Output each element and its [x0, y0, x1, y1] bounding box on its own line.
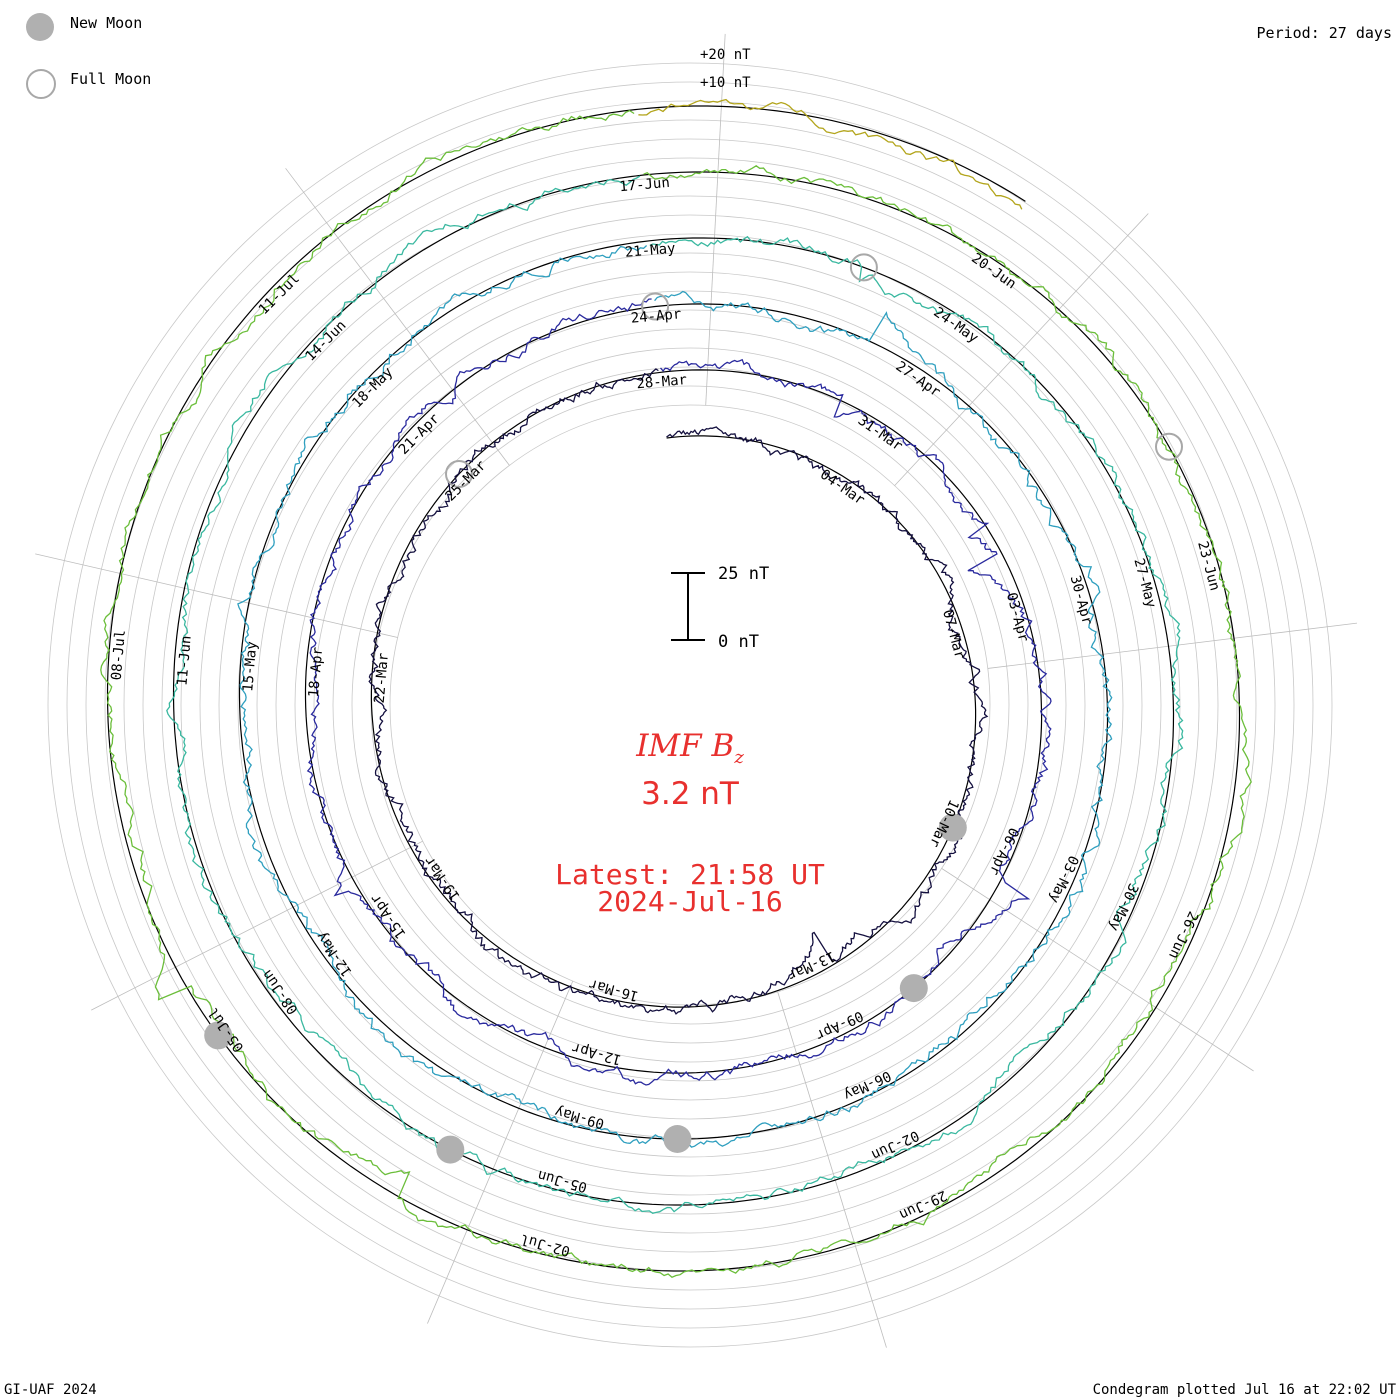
grid-ring	[161, 176, 1219, 1234]
grid-ring	[237, 252, 1143, 1158]
latest-time: Latest: 21:58 UT	[555, 858, 825, 891]
zero-baselines	[106, 105, 1241, 1272]
date-label: 29-Jun	[897, 1187, 950, 1223]
date-label: 21-Apr	[396, 411, 443, 458]
scale-bar-bottom-label: 0 nT	[718, 632, 759, 652]
date-label: 19-Mar	[422, 853, 464, 904]
grid-ring	[294, 309, 1086, 1101]
new-moon-legend-icon	[26, 13, 54, 41]
grid-ring	[218, 233, 1162, 1177]
ring-scale-top: +20 nT	[700, 47, 751, 63]
date-label: 15-Apr	[367, 891, 409, 942]
moon-phase-markers	[204, 253, 1183, 1164]
zero-baseline-spiral	[106, 105, 1241, 1272]
full-moon-marker	[849, 253, 878, 282]
grid-ring	[47, 62, 1333, 1348]
date-label: 09-Apr	[813, 1007, 866, 1043]
date-label: 08-Jul	[109, 629, 129, 681]
current-value: 3.2 nT	[641, 776, 739, 812]
day-spoke	[777, 991, 887, 1348]
day-spoke	[285, 168, 510, 466]
scale-bar-top-label: 25 nT	[718, 564, 770, 584]
grid-ring	[123, 138, 1257, 1272]
grid-ring	[313, 328, 1067, 1082]
bz-trace-turn-6	[638, 98, 1023, 210]
grid-ring	[104, 119, 1276, 1291]
date-label: 30-May	[1105, 881, 1141, 934]
date-label: 06-May	[841, 1067, 894, 1103]
parameter-label: IMF Bz	[540, 728, 840, 768]
date-labels: 04-Mar07-Mar10-Mar13-Mar16-Mar19-Mar22-M…	[109, 175, 1223, 1259]
ring-scale-mid: +10 nT	[700, 75, 751, 91]
day-spoke	[35, 553, 398, 638]
grid-ring	[66, 81, 1314, 1329]
footer-plot-time: Condegram plotted Jul 16 at 22:02 UT	[1092, 1382, 1396, 1398]
latest-date: 2024-Jul-16	[597, 885, 783, 918]
day-spoke	[987, 622, 1358, 669]
date-label: 24-Apr	[630, 306, 682, 326]
day-spoke	[941, 868, 1254, 1072]
grid-ring	[180, 195, 1200, 1215]
day-spoke	[705, 33, 726, 406]
bz-trace-turn-3	[237, 245, 1113, 1148]
date-label: 22-Mar	[372, 652, 392, 704]
bz-trace-turn-4	[166, 175, 1184, 1215]
day-spoke	[894, 213, 1149, 486]
date-label: 28-Mar	[636, 372, 688, 392]
bz-trace-turn-5	[100, 109, 1252, 1278]
grid-ring	[275, 290, 1105, 1120]
day-spoke	[91, 840, 423, 1011]
period-label: Period: 27 days	[1256, 24, 1392, 42]
full-moon-marker	[445, 460, 473, 488]
grid-ring	[142, 157, 1238, 1253]
date-label: 06-Apr	[986, 825, 1022, 878]
full-moon-marker	[641, 292, 670, 321]
date-label: 13-Mar	[785, 947, 838, 983]
date-label: 14-Jun	[303, 318, 350, 365]
parameter-name: IMF B	[636, 728, 735, 764]
grid-ring	[351, 366, 1029, 1044]
date-label: 11-Jun	[174, 635, 194, 687]
bz-traces	[100, 98, 1252, 1278]
date-label: 18-Apr	[306, 646, 326, 698]
new-moon-marker	[663, 1125, 692, 1153]
grid-ring	[85, 100, 1295, 1310]
day-spoke	[427, 980, 574, 1324]
bz-trace-turn-1	[368, 368, 989, 1015]
new-moon-marker	[938, 813, 967, 842]
date-label: 18-May	[349, 364, 396, 411]
new-moon-marker	[436, 1135, 465, 1164]
parameter-subscript: z	[734, 747, 744, 769]
date-label: 21-May	[624, 241, 676, 261]
date-label: 02-Jun	[869, 1127, 922, 1163]
full-moon-marker	[1155, 432, 1183, 461]
grid-ring	[256, 271, 1124, 1139]
bz-trace-turn-2	[306, 298, 1052, 1086]
new-moon-marker	[204, 1021, 233, 1050]
grid-ring	[199, 214, 1181, 1196]
full-moon-legend-icon	[26, 69, 56, 99]
date-label: 15-May	[240, 641, 260, 693]
day-spokes	[35, 33, 1358, 1348]
new-moon-marker	[899, 974, 928, 1003]
grid-rings	[47, 62, 1333, 1348]
grid-ring	[332, 347, 1048, 1063]
date-label: 17-Jun	[619, 175, 671, 195]
footer-credit: GI-UAF 2024	[4, 1382, 97, 1398]
date-label: 03-May	[1045, 853, 1081, 906]
date-label: 12-May	[313, 929, 355, 980]
full-moon-legend-label: Full Moon	[70, 70, 152, 88]
new-moon-legend-label: New Moon	[70, 14, 143, 32]
scale-bar	[671, 572, 705, 641]
date-label: 26-Jun	[1165, 909, 1201, 962]
